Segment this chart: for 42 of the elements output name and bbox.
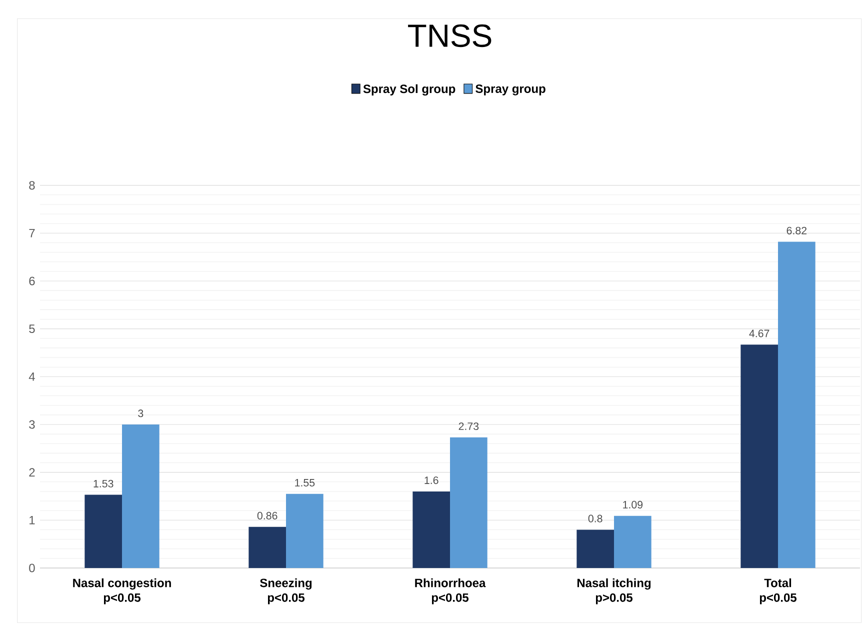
bar	[412, 491, 450, 568]
data-label: 4.67	[749, 330, 770, 338]
chart-title: TNSS	[408, 24, 492, 48]
y-tick-label: 8	[29, 181, 35, 190]
y-tick-label: 7	[29, 229, 35, 238]
y-tick-label: 6	[29, 276, 35, 286]
bar	[84, 494, 122, 568]
data-label: 0.86	[257, 512, 278, 520]
legend-label: Spray group	[476, 84, 546, 96]
data-label: 1.55	[295, 479, 315, 486]
bar	[122, 424, 160, 568]
y-tick-label: 4	[28, 372, 35, 381]
bar	[778, 242, 816, 568]
data-label: 6.82	[786, 226, 807, 234]
text: p<0.05	[432, 593, 469, 604]
data-label: 2.73	[458, 422, 479, 430]
x-tick-label: Sneezing	[260, 578, 312, 590]
x-tick-label: Nasal itching	[577, 578, 651, 590]
text: p<0.05	[268, 593, 305, 604]
y-tick-label: 1	[30, 516, 35, 524]
data-label: 1.09	[623, 500, 643, 508]
x-tick-label: Rhinorrhoea	[415, 578, 486, 588]
y-tick-label: 0	[29, 564, 35, 572]
x-tick-label: Nasal congestion	[73, 578, 171, 590]
bar	[286, 494, 324, 568]
text: p<0.05	[104, 593, 141, 604]
bar	[614, 516, 652, 568]
data-label: 1.6	[424, 476, 438, 484]
y-tick-label: 2	[29, 468, 35, 477]
text: p>0.05	[596, 593, 633, 604]
bar	[576, 530, 614, 568]
legend-label: Spray Sol group	[363, 84, 456, 96]
bar	[248, 526, 286, 568]
data-label: 1.53	[94, 480, 114, 488]
text: p<0.05	[760, 593, 797, 604]
data-label: 0.8	[588, 514, 602, 522]
bar	[450, 437, 488, 568]
y-tick-label: 5	[29, 324, 35, 334]
y-tick-label: 3	[29, 420, 35, 429]
bar	[740, 344, 778, 568]
data-label: 3	[138, 410, 144, 418]
x-tick-label: Total	[764, 578, 792, 588]
